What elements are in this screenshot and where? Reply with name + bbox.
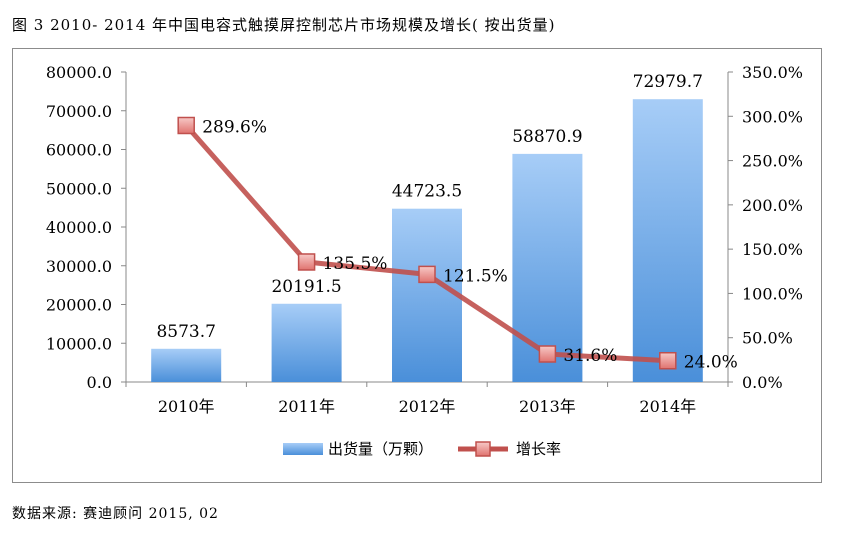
right-tick-label: 50.0% [742,329,793,348]
left-axis-ticks: 0.0 10000.0 20000.0 30000.0 40000.0 50000.0 60… [46,63,126,392]
left-tick-label: 0.0 [87,373,112,392]
right-axis-ticks: 0.0% 50.0% 100.0% 150.0% 200.0% 250.0% 300.0% 3… [728,63,803,392]
right-tick-label: 300.0% [742,107,803,126]
legend-bar-label: 出货量（万颗） [328,440,433,458]
bar-label: 44723.5 [392,182,462,202]
growth-marker [418,265,436,284]
chart-frame [12,48,822,483]
growth-marker [659,351,677,370]
growth-label: 121.5% [443,266,508,286]
bar-2010年 [151,348,222,382]
left-tick-label: 70000.0 [46,102,112,121]
left-tick-label: 80000.0 [46,63,112,82]
data-source: 数据来源: 赛迪顾问 2015, 02 [12,506,219,522]
bar-label: 20191.5 [271,277,341,297]
left-tick-label: 20000.0 [46,296,112,315]
figure-caption: 图 3 2010- 2014 年中国电容式触摸屏控制芯片市场规模及增长( 按出货… [12,16,556,34]
x-axis-ticks: 2010年 2011年 2012年 2013年 2014年 [125,382,729,416]
growth-marker [538,345,557,363]
legend-line-label: 增长率 [516,440,561,458]
bar-label: 8573.7 [156,322,215,342]
right-tick-label: 200.0% [742,196,803,215]
growth-markers [177,116,677,370]
x-tick-label: 2013年 [519,397,576,416]
legend: 出货量（万颗） 增长率 [283,440,561,458]
growth-marker [297,253,316,271]
bars [151,99,703,382]
growth-label: 289.6% [202,117,267,137]
legend-bar-swatch [283,443,323,455]
growth-label: 31.6% [563,346,617,366]
right-tick-label: 100.0% [742,284,803,303]
bar-label: 58870.9 [512,127,582,147]
x-tick-label: 2012年 [399,397,456,416]
growth-labels: 289.6% 135.5% 121.5% 31.6% 24.0% [202,117,738,372]
bar-labels: 8573.7 20191.5 44723.5 58870.9 72979.7 [156,72,702,342]
bar-2012年 [392,208,462,382]
left-tick-label: 60000.0 [46,141,112,160]
growth-marker [177,116,195,135]
right-tick-label: 250.0% [742,152,803,171]
growth-label: 135.5% [323,254,388,274]
bar-2011年 [271,303,342,382]
right-tick-label: 150.0% [742,240,803,259]
left-tick-label: 40000.0 [46,218,112,237]
x-tick-label: 2010年 [158,397,215,416]
bar-2014年 [632,99,703,382]
legend-line-marker [475,441,491,457]
x-tick-label: 2011年 [278,397,335,416]
left-tick-label: 30000.0 [46,257,112,276]
right-tick-label: 0.0% [742,373,783,392]
left-tick-label: 50000.0 [46,179,112,198]
bar-2013年 [512,153,583,382]
growth-label: 24.0% [684,353,738,373]
right-tick-label: 350.0% [742,63,803,82]
bar-label: 72979.7 [633,72,703,92]
x-tick-label: 2014年 [639,397,696,416]
left-tick-label: 10000.0 [46,334,112,353]
